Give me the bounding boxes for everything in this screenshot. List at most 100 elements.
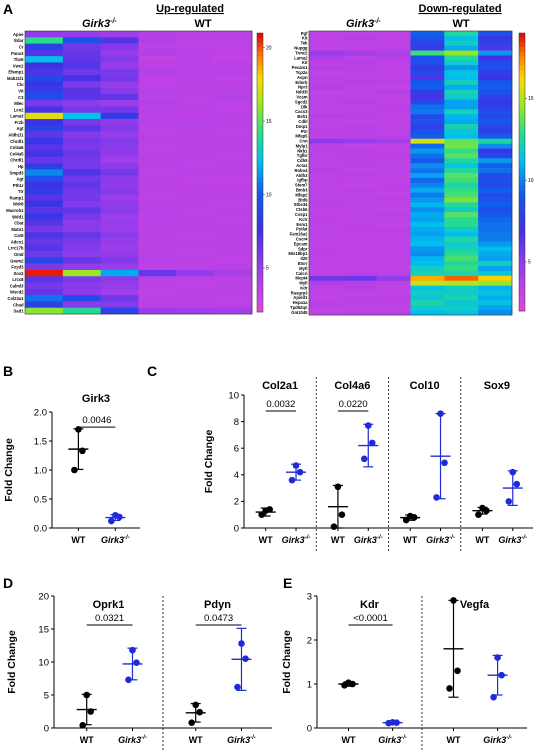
data-point [494, 654, 501, 661]
heatmap-down-cell [444, 65, 479, 71]
heatmap-down-cell [376, 94, 411, 100]
x-category-label-girk3-sup: -/- [521, 535, 527, 541]
x-category-label-wt: WT [259, 535, 273, 545]
data-point [479, 504, 486, 512]
heatmap-down-cell [342, 45, 377, 51]
heatmap-down-cell [478, 212, 513, 218]
colorbar-down-segment [519, 144, 525, 150]
heatmap-up-cell [100, 181, 139, 189]
heatmap-down-cell [410, 221, 445, 228]
heatmap-down-cell [410, 153, 445, 159]
heatmap-up-cell [100, 150, 139, 158]
heatmap-down-cell [342, 158, 377, 164]
heatmap-up-cell [138, 288, 177, 296]
colorbar-down-segment [519, 283, 525, 289]
colorbar-up-segment [257, 256, 263, 262]
heatmap-down-cell [444, 236, 479, 242]
heatmap-up-cell [176, 232, 215, 239]
heatmap-down-cell [444, 173, 479, 179]
heatmap-down-cell [478, 207, 513, 213]
x-category-label-girk3: Girk3-/- [354, 535, 383, 545]
heatmap-down-cell [410, 310, 445, 316]
heatmap-up-cell [25, 251, 64, 258]
heatmap-up-cell [25, 175, 64, 183]
heatmap-down-cell [444, 124, 479, 130]
colorbar-down-segment [519, 88, 525, 94]
heatmap-down-cell [478, 79, 513, 86]
heatmap-down-cell [478, 148, 513, 154]
x-category-label-girk3-sup: -/- [506, 735, 512, 741]
heatmap-down-cell [376, 163, 411, 169]
heatmap-up-cell [100, 301, 139, 309]
heatmap-up-cell [100, 31, 139, 38]
heatmap-down-cell [342, 221, 377, 228]
y-tick-label: 2.0 [34, 407, 47, 418]
heatmap-up-gene-label: Edar [14, 38, 24, 43]
data-point [437, 410, 444, 417]
heatmap-down-cell [444, 270, 479, 277]
heatmap-up-cell [214, 75, 253, 82]
heatmap-down-cell [478, 241, 513, 247]
heatmap-down-cell [444, 285, 479, 291]
heatmap-down-cell [376, 182, 411, 188]
heatmap-up-cell [100, 276, 139, 283]
heatmap-up-cell [25, 225, 64, 233]
heatmap-up-cell [176, 295, 215, 302]
heatmap-down-gene-label: Robo4 [294, 168, 308, 173]
colorbar-down-segment [519, 246, 525, 252]
gene-title: Col4a6 [334, 380, 370, 392]
heatmap-down-cell [309, 266, 344, 272]
data-point [192, 701, 199, 709]
heatmap-up-cell [176, 75, 215, 82]
heatmap-down-gene-label: Ndd3l [296, 90, 308, 95]
heatmap-up-cell [138, 81, 177, 88]
heatmap-down-gene-label: Btd9 [298, 197, 308, 202]
heatmap-down-gene-label: Dmp1 [296, 124, 308, 129]
colorbar-down-segment [519, 111, 525, 117]
colorbar-up-segment [257, 284, 263, 290]
heatmap-up-cell [62, 288, 101, 296]
heatmap-down-cell [478, 138, 513, 144]
heatmap-up-gene-label: Hp [18, 164, 24, 169]
heatmap-down-cell [376, 168, 411, 174]
colorbar-down-segment [519, 153, 525, 159]
heatmap-down-cell [309, 153, 344, 159]
colorbar-down-segment [519, 167, 525, 173]
colorbar-down-segment [519, 79, 525, 85]
data-point [262, 507, 269, 515]
heatmap-down-cell [309, 285, 344, 291]
x-category-label-girk3: Girk3-/- [101, 535, 130, 545]
heatmap-down-cell [410, 143, 445, 149]
heatmap-down-cell [342, 256, 377, 262]
heatmap-up-cell [25, 156, 64, 164]
heatmap-up-cell [138, 31, 177, 38]
heatmap-down-cell [309, 84, 344, 91]
x-category-label-wt: WT [447, 735, 461, 745]
heatmap-down-cell [478, 158, 513, 164]
heatmap-down-cell [309, 241, 344, 247]
heatmap-up-gene-label: Agt [17, 126, 25, 131]
x-category-label-girk3: Girk3-/- [378, 735, 407, 745]
colorbar-down-segment [519, 107, 525, 113]
heatmap-down-cell [342, 236, 377, 242]
heatmap-up-cell [138, 175, 177, 183]
heatmap-down-gene-label: Cscr4 [296, 236, 308, 241]
heatmap-up-cell [25, 257, 64, 264]
heatmap-up-cell [214, 181, 253, 189]
heatmap-down-cell [376, 84, 411, 91]
heatmap-up-cell [62, 75, 101, 82]
heatmap-down-cell [478, 290, 513, 296]
heatmap-up-cell [62, 251, 101, 258]
heatmap-up-cell [25, 276, 64, 283]
data-point [498, 671, 505, 679]
heatmap-up-cell [100, 169, 139, 176]
p-value-label: 0.0220 [339, 399, 368, 410]
heatmap-down-cell [309, 226, 344, 233]
heatmap-up-cell [138, 257, 177, 264]
heatmap-down-gene-label: Apold1 [293, 295, 308, 300]
x-category-label-girk3: Girk3-/- [483, 735, 512, 745]
heatmap-up-cell [62, 100, 101, 107]
heatmap-down-cell [444, 192, 479, 198]
heatmap-down-cell [376, 99, 411, 105]
heatmap-down-cell [342, 31, 377, 37]
